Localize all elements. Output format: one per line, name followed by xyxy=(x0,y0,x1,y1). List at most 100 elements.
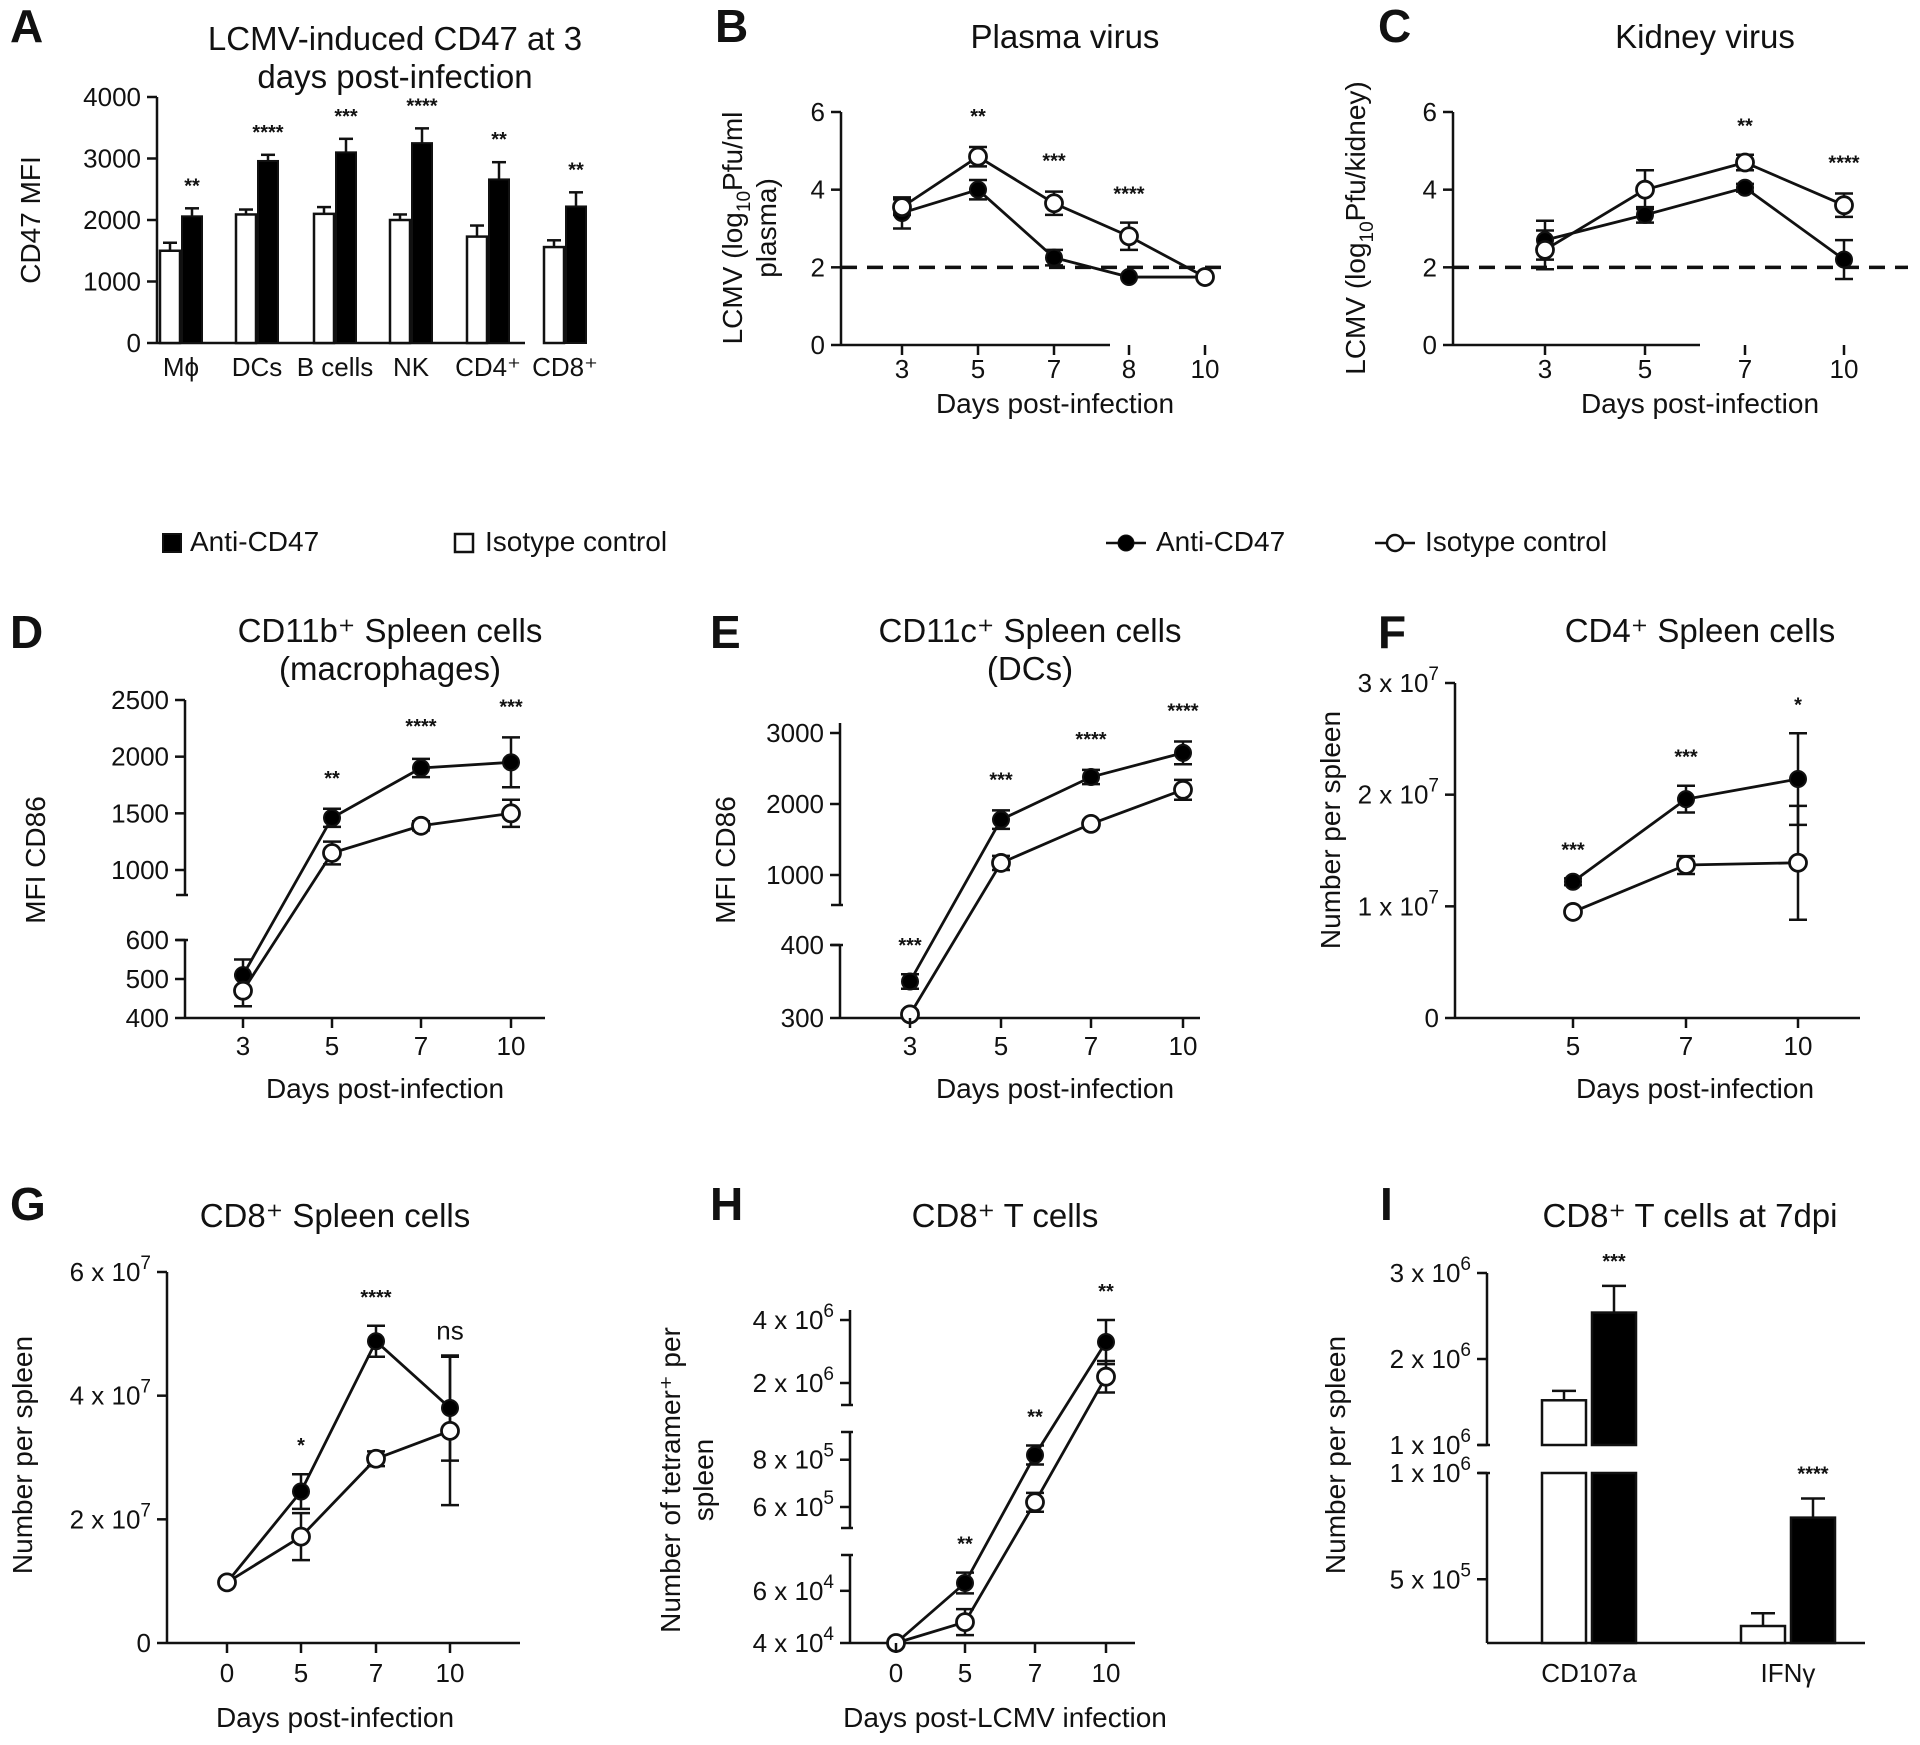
series-line-anti-cd47 xyxy=(225,1338,451,1584)
x-tick-label: 10 xyxy=(1169,1031,1198,1061)
data-point-isotype xyxy=(501,803,521,824)
bar-anti-cd47 xyxy=(411,142,433,344)
bar-isotype-lower xyxy=(1540,1471,1588,1645)
y-label-part: 10 xyxy=(1357,221,1378,242)
tick-exponent: 6 xyxy=(1460,1426,1471,1447)
panel-letter-f: F xyxy=(1378,606,1406,658)
tick-base: 4 xyxy=(811,175,825,205)
x-axis-label: Days post-infection xyxy=(1576,1073,1814,1104)
x-tick-label: 7 xyxy=(1047,354,1061,384)
y-tick-label: 300 xyxy=(781,1003,824,1033)
data-point-anti-cd47 xyxy=(1082,768,1100,787)
tick-base: 0 xyxy=(1423,330,1437,360)
y-tick-label: 1 x 106 xyxy=(1390,1426,1471,1460)
y-tick-label: 6 x 105 xyxy=(753,1488,834,1522)
x-tick-label: 5 xyxy=(994,1031,1008,1061)
tick-base: 300 xyxy=(781,1003,824,1033)
x-tick-label: CD107a xyxy=(1541,1658,1637,1688)
y-tick-label: 4 x 106 xyxy=(753,1301,834,1335)
chart-title: Plasma virus xyxy=(971,18,1160,55)
data-point-anti-cd47 xyxy=(1120,268,1138,287)
y-tick-label: 1000 xyxy=(766,860,824,890)
significance-label: *** xyxy=(1561,839,1585,861)
tick-base: 4 x 10 xyxy=(70,1381,141,1411)
y-axis-label-line2: spleen xyxy=(688,1439,719,1522)
legend-marker-anti-cd47 xyxy=(1117,534,1135,552)
data-point-isotype xyxy=(440,1421,460,1441)
data-point-isotype xyxy=(291,1526,311,1547)
x-tick-label: 7 xyxy=(369,1658,383,1688)
tick-base: 4 xyxy=(1423,175,1437,205)
significance-label: **** xyxy=(1167,701,1198,723)
x-tick-label: 8 xyxy=(1122,354,1136,384)
bar-isotype xyxy=(1739,1624,1787,1645)
data-point-anti-cd47 xyxy=(441,1399,459,1418)
tick-base: 5 x 10 xyxy=(1390,1564,1461,1594)
data-point-anti-cd47 xyxy=(502,753,520,772)
x-tick-label: CD8⁺ xyxy=(532,352,598,382)
significance-label: * xyxy=(297,1435,305,1457)
data-point-isotype xyxy=(233,980,253,1001)
tick-base: 3 x 10 xyxy=(1358,668,1429,698)
bar-anti-cd47-lower xyxy=(1590,1471,1638,1645)
tick-base: 2 x 10 xyxy=(753,1368,824,1398)
y-tick-label: 6 xyxy=(811,97,825,127)
y-tick-label: 2 x 107 xyxy=(1358,776,1439,810)
y-tick-label: 2 x 106 xyxy=(1390,1340,1471,1374)
x-tick-label: 7 xyxy=(1028,1658,1042,1688)
data-point-isotype xyxy=(1635,179,1655,200)
data-point-anti-cd47 xyxy=(901,972,919,991)
y-tick-label: 3000 xyxy=(83,144,141,174)
tick-exponent: 7 xyxy=(1428,887,1439,908)
y-tick-label: 2 x 107 xyxy=(70,1500,151,1534)
data-point-isotype xyxy=(968,146,988,167)
significance-label: **** xyxy=(1075,729,1106,751)
y-tick-label: 6 x 107 xyxy=(70,1253,151,1287)
tick-exponent: 7 xyxy=(1428,664,1439,685)
tick-exponent: 4 xyxy=(823,1624,834,1645)
significance-label: *** xyxy=(1042,151,1066,173)
tick-base: 1 x 10 xyxy=(1390,1458,1461,1488)
bar-isotype xyxy=(465,235,489,345)
data-point-isotype xyxy=(1788,852,1808,873)
y-axis-label: LCMV (log10Pfu/ml xyxy=(717,112,755,345)
significance-label: **** xyxy=(1828,153,1859,175)
significance-label: ** xyxy=(1027,1407,1043,1429)
tick-exponent: 5 xyxy=(1460,1560,1471,1581)
x-tick-label: 0 xyxy=(220,1658,234,1688)
significance-label: ** xyxy=(1737,116,1753,138)
x-axis-label: Days post-LCMV infection xyxy=(843,1702,1167,1733)
series-line-isotype xyxy=(241,811,512,992)
tick-exponent: 4 xyxy=(823,1572,834,1593)
data-point-anti-cd47 xyxy=(1174,743,1192,762)
data-point-isotype xyxy=(1044,193,1064,214)
y-tick-label: 4 xyxy=(811,175,825,205)
significance-label: **** xyxy=(1797,1464,1828,1486)
tick-base: 3000 xyxy=(766,718,824,748)
data-point-anti-cd47 xyxy=(412,759,430,777)
significance-label: *** xyxy=(334,106,358,128)
data-point-isotype xyxy=(1173,779,1193,800)
y-tick-label: 5 x 105 xyxy=(1390,1560,1471,1594)
data-point-anti-cd47 xyxy=(234,966,252,985)
tick-base: 400 xyxy=(781,930,824,960)
significance-label: *** xyxy=(1674,747,1698,769)
y-label-part: LCMV (log xyxy=(1340,242,1371,374)
x-tick-label: 3 xyxy=(903,1031,917,1061)
y-tick-label: 2500 xyxy=(111,685,169,715)
data-point-anti-cd47 xyxy=(956,1574,974,1592)
tick-base: 4 x 10 xyxy=(753,1628,824,1658)
series-line-isotype xyxy=(226,1429,451,1584)
chart-title: CD8⁺ T cells xyxy=(912,1197,1099,1234)
y-axis-label: Number per spleen xyxy=(7,1336,38,1574)
tick-base: 0 xyxy=(127,328,141,358)
data-point-anti-cd47 xyxy=(323,808,341,827)
tick-base: 2000 xyxy=(766,789,824,819)
y-tick-label: 0 xyxy=(1423,330,1437,360)
chart-title: (macrophages) xyxy=(279,650,501,687)
bar-isotype xyxy=(542,245,566,345)
